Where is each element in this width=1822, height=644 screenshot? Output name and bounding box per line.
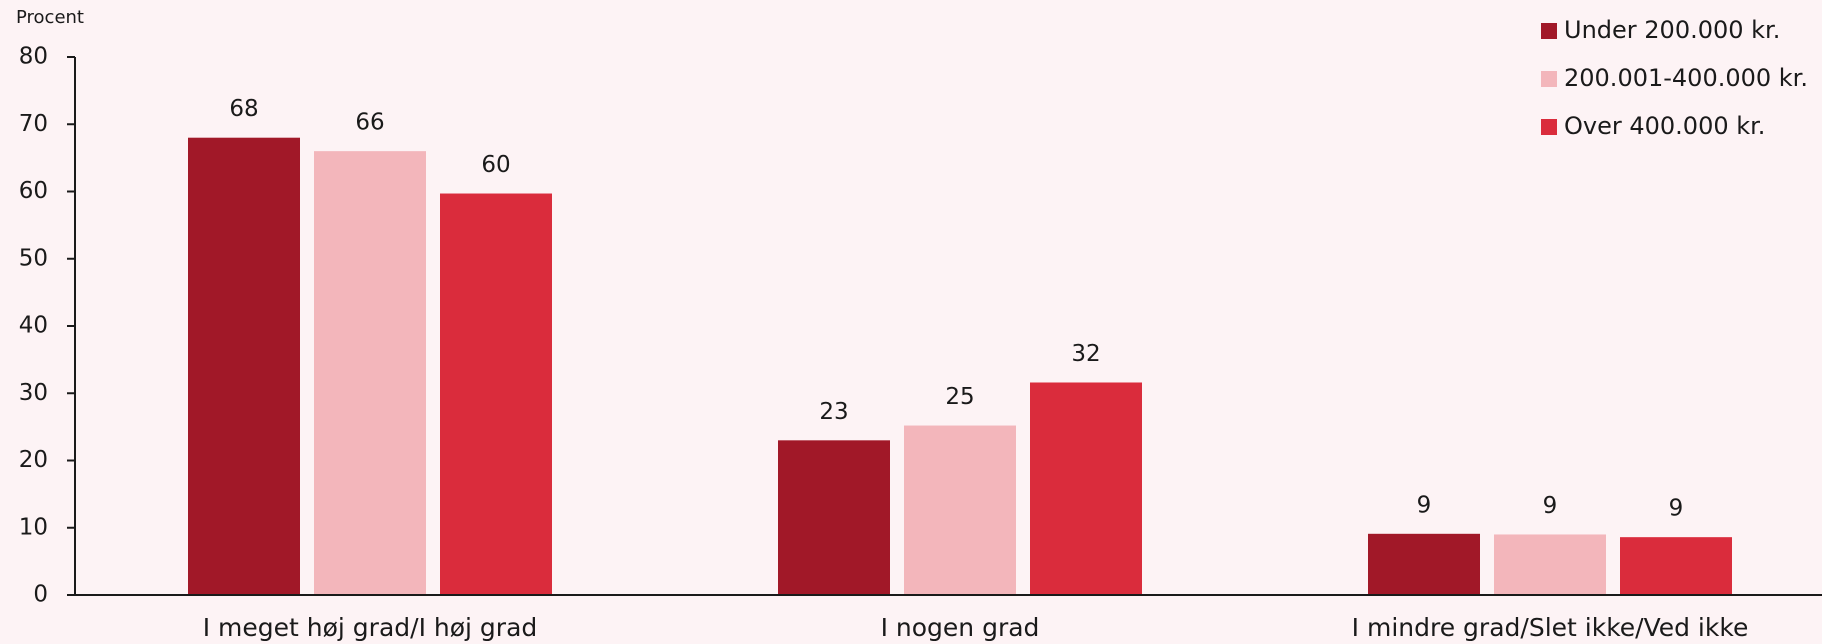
legend-swatch <box>1541 71 1557 87</box>
value-label: 68 <box>229 96 258 122</box>
value-label: 9 <box>1417 492 1432 518</box>
legend-swatch <box>1541 119 1557 135</box>
bar <box>1620 537 1732 595</box>
bar <box>778 440 890 595</box>
legend-label: 200.001-400.000 kr. <box>1564 64 1808 92</box>
y-tick-label: 30 <box>19 380 48 406</box>
y-tick-label: 70 <box>19 111 48 137</box>
y-tick-label: 20 <box>19 447 48 473</box>
bar <box>188 137 300 595</box>
legend-label: Under 200.000 kr. <box>1564 16 1780 44</box>
bar <box>440 193 552 595</box>
bar <box>1368 533 1480 595</box>
y-tick-label: 60 <box>19 178 48 204</box>
value-label: 23 <box>819 399 848 425</box>
legend-swatch <box>1541 23 1557 39</box>
y-tick-label: 50 <box>19 245 48 271</box>
legend-label: Over 400.000 kr. <box>1564 112 1765 140</box>
value-label: 32 <box>1071 341 1100 367</box>
value-label: 9 <box>1669 496 1684 522</box>
y-tick-label: 40 <box>19 313 48 339</box>
value-label: 60 <box>481 152 510 178</box>
bar <box>1494 534 1606 595</box>
value-label: 9 <box>1543 493 1558 519</box>
bar <box>904 425 1016 595</box>
y-tick-label: 10 <box>19 514 48 540</box>
value-label: 66 <box>355 110 384 136</box>
x-tick-label: I nogen grad <box>881 613 1040 642</box>
y-axis-label: Procent <box>16 7 84 28</box>
y-tick-label: 0 <box>33 582 48 608</box>
bar <box>314 151 426 595</box>
bar <box>1030 382 1142 595</box>
y-tick-label: 80 <box>19 44 48 70</box>
value-label: 25 <box>945 384 974 410</box>
x-tick-label: I mindre grad/Slet ikke/Ved ikke <box>1352 613 1749 642</box>
x-tick-label: I meget høj grad/I høj grad <box>203 613 538 642</box>
